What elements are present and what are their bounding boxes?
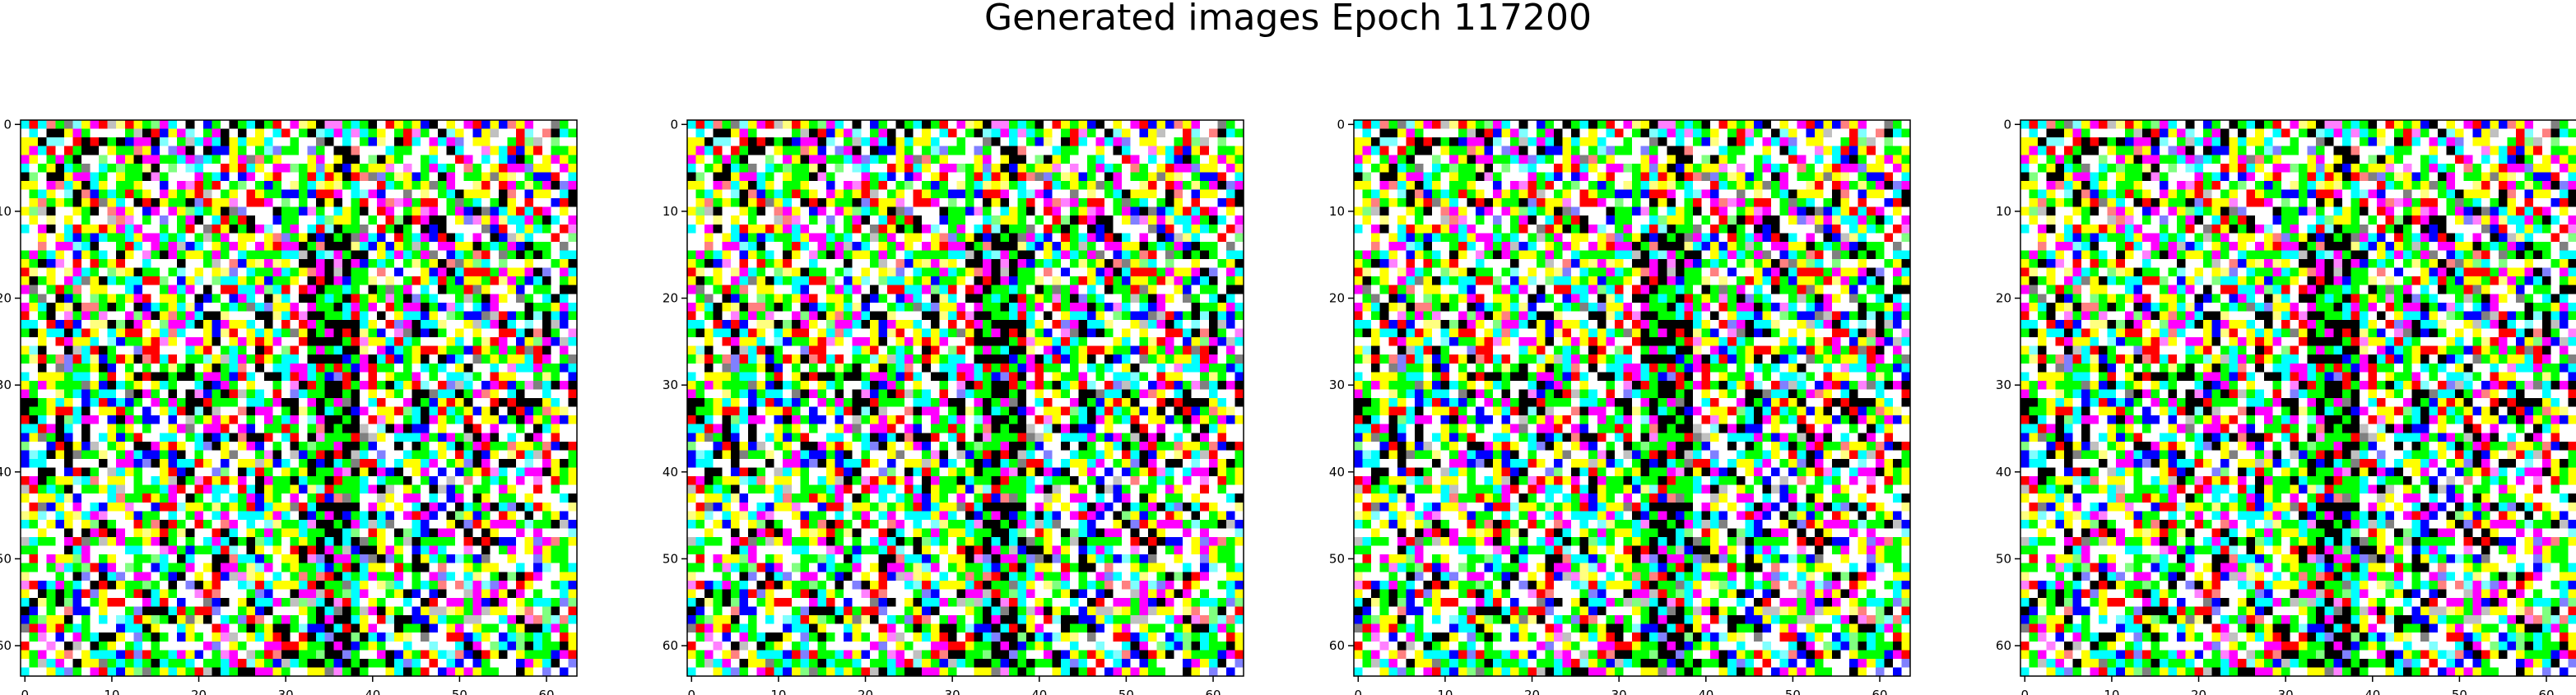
x-tick-label: 40 (1698, 688, 1713, 695)
y-tick-label: 30 (1996, 378, 2011, 392)
y-tick-label: 50 (0, 551, 12, 566)
x-tick-label: 20 (2191, 688, 2206, 695)
y-tick-label: 0 (2003, 117, 2011, 132)
y-tick-label: 10 (1329, 204, 1345, 219)
y-tick-label: 60 (0, 638, 12, 653)
x-tick-label: 10 (1437, 688, 1453, 695)
x-tick-label: 20 (858, 688, 873, 695)
y-tick-label: 0 (1337, 117, 1345, 132)
x-tick-label: 50 (1118, 688, 1134, 695)
y-tick-label: 20 (1996, 291, 2011, 306)
x-tick-label: 40 (2364, 688, 2380, 695)
x-tick-label: 20 (191, 688, 207, 695)
x-tick-label: 30 (945, 688, 960, 695)
x-tick-label: 40 (365, 688, 380, 695)
y-tick-label: 10 (663, 204, 678, 219)
y-tick-label: 40 (0, 465, 12, 480)
image-panel-2: 0 10 20 30 40 50 60 0 10 20 30 40 50 60 (663, 117, 1244, 695)
figure-title: Generated images Epoch 117200 (983, 0, 1593, 39)
x-tick-label: 60 (1872, 688, 1887, 695)
y-tick-label: 50 (663, 551, 678, 566)
image-panel-4: 0 10 20 30 40 50 60 0 10 20 30 40 50 60 (1996, 117, 2576, 695)
axes-frame (2020, 119, 2576, 677)
image-pixels (1354, 120, 1911, 677)
y-tick-label: 30 (663, 378, 678, 392)
x-tick-label: 50 (1785, 688, 1801, 695)
x-tick-label: 30 (1611, 688, 1627, 695)
x-tick-label: 30 (2278, 688, 2294, 695)
x-tick-label: 30 (278, 688, 294, 695)
y-tick-label: 0 (3, 117, 12, 132)
x-tick-label: 10 (770, 688, 786, 695)
image-pixels (21, 120, 578, 677)
y-tick-label: 50 (1996, 551, 2011, 566)
x-tick-label: 50 (2452, 688, 2467, 695)
axes-frame (686, 119, 1244, 677)
y-tick-label: 20 (0, 291, 12, 306)
x-tick-label: 40 (1031, 688, 1047, 695)
y-tick-label: 40 (1996, 465, 2011, 480)
image-panel-1: 0 10 20 30 40 50 60 0 10 20 30 40 50 60 (0, 117, 578, 695)
x-tick-label: 10 (2104, 688, 2119, 695)
x-tick-label: 0 (21, 688, 30, 695)
x-tick-label: 0 (1355, 688, 1363, 695)
x-tick-label: 0 (688, 688, 696, 695)
x-tick-label: 60 (1205, 688, 1221, 695)
axes-frame (20, 119, 578, 677)
y-tick-label: 50 (1329, 551, 1345, 566)
x-tick-label: 60 (2538, 688, 2554, 695)
image-panel-3: 0 10 20 30 40 50 60 0 10 20 30 40 50 60 (1329, 117, 1911, 695)
axes-frame (1353, 119, 1911, 677)
image-pixels (2020, 120, 2576, 677)
y-tick-label: 40 (663, 465, 678, 480)
x-tick-label: 20 (1524, 688, 1540, 695)
x-tick-label: 60 (538, 688, 554, 695)
y-tick-label: 60 (1329, 638, 1345, 653)
y-tick-label: 60 (663, 638, 678, 653)
y-tick-label: 40 (1329, 465, 1345, 480)
y-tick-label: 0 (670, 117, 678, 132)
y-tick-label: 60 (1996, 638, 2011, 653)
x-tick-label: 10 (104, 688, 119, 695)
y-tick-label: 20 (1329, 291, 1345, 306)
y-tick-label: 10 (0, 204, 12, 219)
y-tick-label: 20 (663, 291, 678, 306)
x-tick-label: 0 (2021, 688, 2030, 695)
y-tick-label: 30 (0, 378, 12, 392)
y-tick-label: 10 (1996, 204, 2011, 219)
y-tick-label: 30 (1329, 378, 1345, 392)
image-pixels (687, 120, 1244, 677)
x-tick-label: 50 (452, 688, 467, 695)
